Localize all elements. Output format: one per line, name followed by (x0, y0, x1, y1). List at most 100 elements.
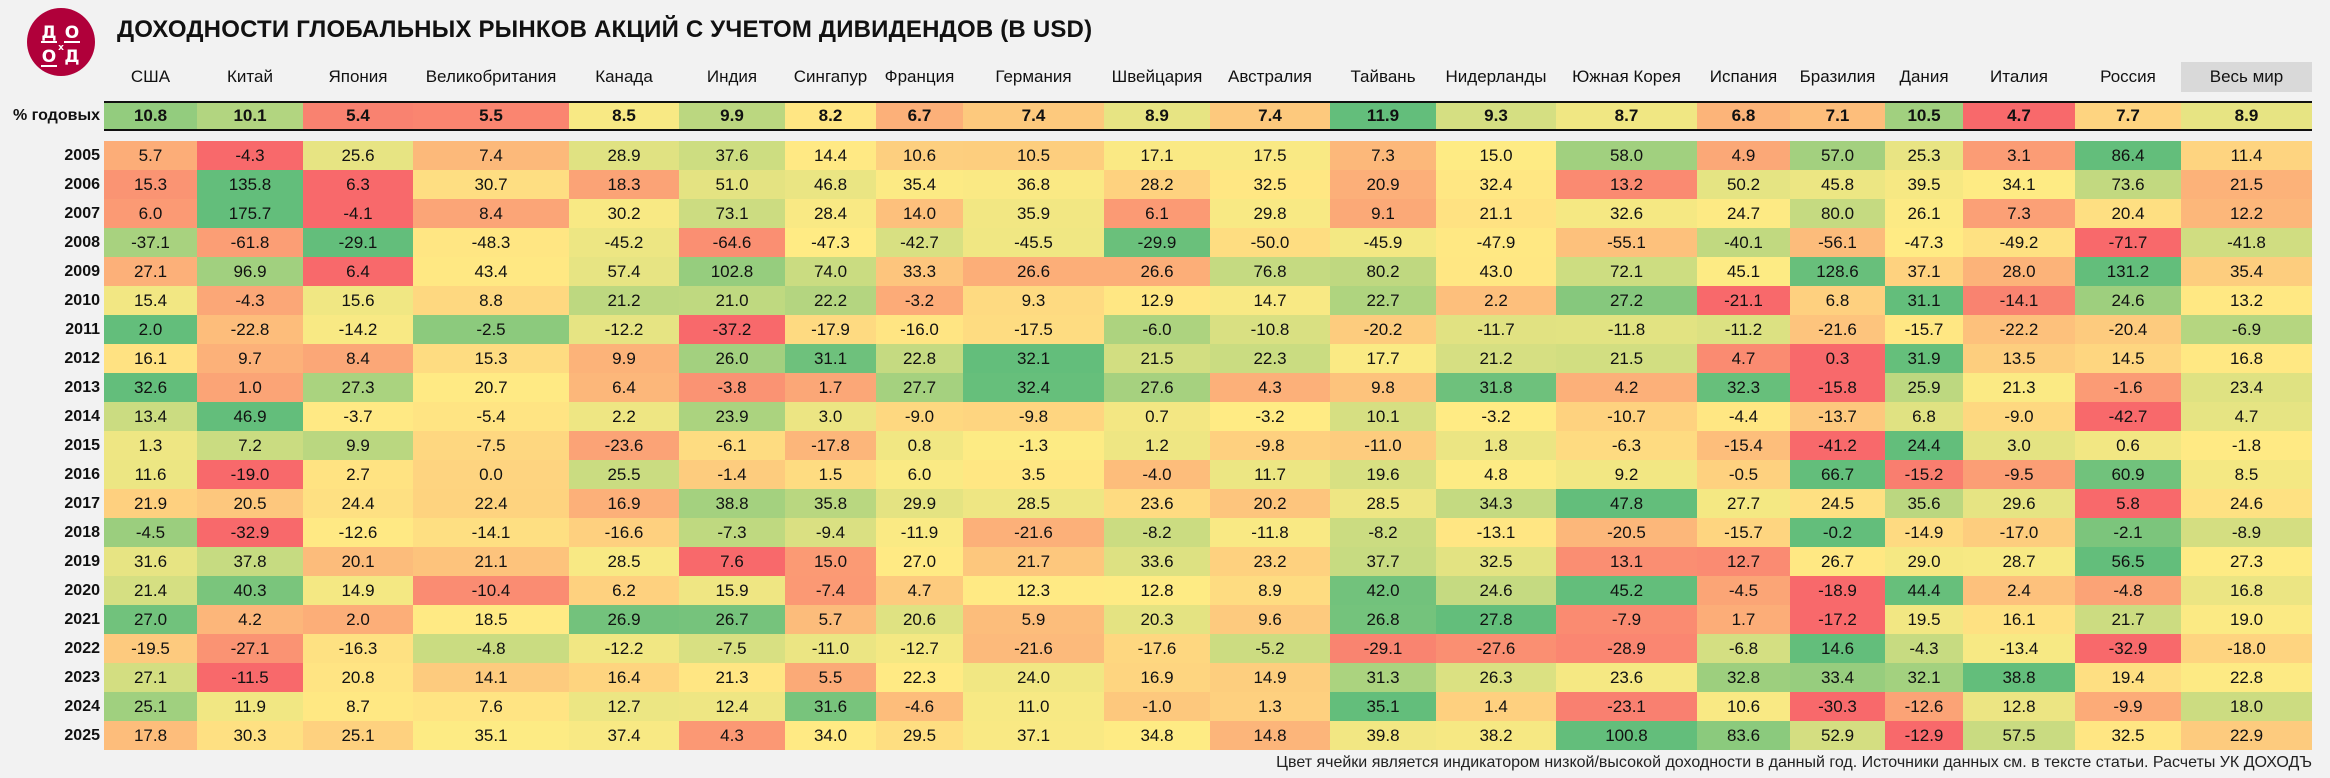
heatmap-cell: -47.3 (1885, 228, 1963, 257)
heatmap-cell: -15.2 (1885, 460, 1963, 489)
heatmap-cell: 14.8 (1210, 721, 1330, 750)
column-header: Франция (884, 67, 955, 86)
heatmap-cell: 27.3 (303, 373, 413, 402)
heatmap-cell: 6.4 (303, 257, 413, 286)
heatmap-cell: -23.6 (569, 431, 679, 460)
heatmap-cell: 5.7 (785, 605, 876, 634)
heatmap-cell: 38.2 (1436, 721, 1556, 750)
heatmap-cell: 16.9 (569, 489, 679, 518)
heatmap-cell: 47.8 (1556, 489, 1697, 518)
heatmap-cell: 8.7 (303, 692, 413, 721)
heatmap-cell: 7.6 (413, 692, 569, 721)
heatmap-cell: 25.1 (303, 721, 413, 750)
heatmap-cell: 35.8 (785, 489, 876, 518)
heatmap-cell: 73.6 (2075, 170, 2181, 199)
heatmap-cell: -0.5 (1697, 460, 1790, 489)
heatmap-cell: 7.3 (1963, 199, 2075, 228)
heatmap-cell: 0.6 (2075, 431, 2181, 460)
heatmap-cell: -11.0 (1330, 431, 1436, 460)
heatmap-cell: 66.7 (1790, 460, 1885, 489)
heatmap-cell: 34.3 (1436, 489, 1556, 518)
heatmap-cell: 1.2 (1104, 431, 1210, 460)
heatmap-cell: 43.4 (413, 257, 569, 286)
column-header: Дания (1899, 67, 1949, 86)
heatmap-cell: -9.0 (1963, 402, 2075, 431)
header-rule-bottom (104, 129, 2312, 131)
heatmap-cell: 25.9 (1885, 373, 1963, 402)
year-label: 2014 (64, 408, 100, 425)
heatmap-cell: 45.8 (1790, 170, 1885, 199)
heatmap-cell: 37.1 (1885, 257, 1963, 286)
heatmap-cell: 2.4 (1963, 576, 2075, 605)
heatmap-cell: -61.8 (197, 228, 303, 257)
year-label: 2008 (64, 234, 100, 251)
heatmap-cell: -19.0 (197, 460, 303, 489)
heatmap-cell: 21.5 (1104, 344, 1210, 373)
heatmap-cell: 8.4 (303, 344, 413, 373)
heatmap-cell: -7.5 (679, 634, 785, 663)
heatmap-cell: 102.8 (679, 257, 785, 286)
year-label: 2005 (64, 147, 100, 164)
heatmap-cell: 42.0 (1330, 576, 1436, 605)
heatmap-cell: 21.2 (1436, 344, 1556, 373)
heatmap-cell: 12.9 (1104, 286, 1210, 315)
heatmap-cell: 9.6 (1210, 605, 1330, 634)
heatmap-cell: 26.3 (1436, 663, 1556, 692)
heatmap-cell: 19.0 (2181, 605, 2312, 634)
heatmap-cell: 27.1 (104, 663, 197, 692)
heatmap-cell: -42.7 (2075, 402, 2181, 431)
heatmap-cell: -20.4 (2075, 315, 2181, 344)
heatmap-cell: 11.9 (197, 692, 303, 721)
heatmap-cell: -29.1 (303, 228, 413, 257)
chart-title: ДОХОДНОСТИ ГЛОБАЛЬНЫХ РЫНКОВ АКЦИЙ С УЧЕ… (117, 16, 1093, 43)
heatmap-cell: 73.1 (679, 199, 785, 228)
year-label: 2024 (64, 698, 100, 715)
heatmap-cell: -50.0 (1210, 228, 1330, 257)
heatmap-cell: 15.3 (104, 170, 197, 199)
heatmap-cell: -10.8 (1210, 315, 1330, 344)
heatmap-cell: -14.2 (303, 315, 413, 344)
heatmap-cell: 2.2 (1436, 286, 1556, 315)
heatmap-cell: 12.8 (1963, 692, 2075, 721)
column-header: США (130, 67, 171, 86)
heatmap-cell: 9.7 (197, 344, 303, 373)
heatmap-cell: 1.7 (785, 373, 876, 402)
heatmap-cell: 28.5 (569, 547, 679, 576)
average-cell: 5.4 (303, 103, 413, 129)
heatmap-cell: 4.2 (197, 605, 303, 634)
heatmap-cell: -4.3 (1885, 634, 1963, 663)
heatmap-cell: -16.6 (569, 518, 679, 547)
heatmap-cell: -48.3 (413, 228, 569, 257)
heatmap-cell: 21.5 (1556, 344, 1697, 373)
heatmap-cell: -29.1 (1330, 634, 1436, 663)
heatmap-cell: 8.5 (2181, 460, 2312, 489)
heatmap-cell: 14.9 (303, 576, 413, 605)
heatmap-cell: 4.7 (876, 576, 963, 605)
column-header: Россия (2100, 67, 2156, 86)
heatmap-cell: 32.5 (1210, 170, 1330, 199)
heatmap-cell: 22.7 (1330, 286, 1436, 315)
heatmap-cell: 25.6 (303, 141, 413, 170)
heatmap-cell: -12.2 (569, 634, 679, 663)
heatmap-cell: -21.6 (963, 518, 1104, 547)
heatmap-cell: 28.2 (1104, 170, 1210, 199)
heatmap-cell: -28.9 (1556, 634, 1697, 663)
heatmap-cell: 6.3 (303, 170, 413, 199)
heatmap-cell: 38.8 (1963, 663, 2075, 692)
heatmap-cell: 16.8 (2181, 344, 2312, 373)
column-header: Нидерланды (1445, 67, 1547, 86)
heatmap-cell: 31.8 (1436, 373, 1556, 402)
heatmap-cell: -20.5 (1556, 518, 1697, 547)
heatmap-cell: -13.7 (1790, 402, 1885, 431)
year-label: 2020 (64, 582, 100, 599)
heatmap-cell: 22.3 (876, 663, 963, 692)
heatmap-cell: 22.3 (1210, 344, 1330, 373)
heatmap-cell: -14.1 (1963, 286, 2075, 315)
heatmap-cell: 11.7 (1210, 460, 1330, 489)
heatmap-cell: -3.2 (1436, 402, 1556, 431)
heatmap-cell: -20.2 (1330, 315, 1436, 344)
heatmap-cell: 0.8 (876, 431, 963, 460)
heatmap-cell: 19.5 (1885, 605, 1963, 634)
heatmap-cell: 24.6 (2181, 489, 2312, 518)
